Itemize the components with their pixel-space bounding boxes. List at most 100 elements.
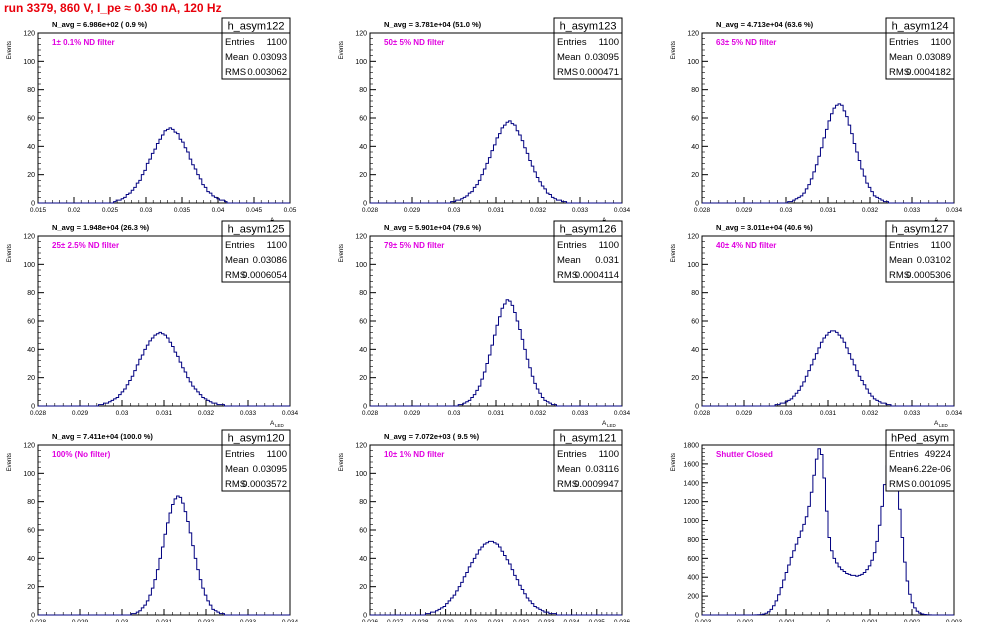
x-tick-label: 0.003 bbox=[946, 619, 963, 622]
n-avg-annotation: N_avg = 1.948e+04 (26.3 %) bbox=[52, 223, 150, 232]
stats-label: RMS bbox=[557, 270, 578, 281]
y-tick-label: 40 bbox=[691, 347, 699, 354]
stats-label: RMS bbox=[557, 479, 578, 490]
filter-annotation: 100% (No filter) bbox=[52, 450, 111, 459]
y-axis-title: Events bbox=[7, 453, 13, 471]
x-tick-label: 0.03 bbox=[140, 207, 153, 214]
x-tick-label: 0.03 bbox=[116, 410, 129, 417]
n-avg-annotation: N_avg = 7.072e+03 ( 9.5 %) bbox=[384, 432, 480, 441]
stats-label: Mean bbox=[225, 255, 249, 266]
x-axis-title-subscript: LED bbox=[275, 423, 285, 428]
filter-annotation: 40± 4% ND filter bbox=[716, 241, 776, 250]
y-tick-label: 80 bbox=[27, 499, 35, 506]
y-tick-label: 100 bbox=[23, 471, 35, 478]
y-tick-label: 120 bbox=[355, 31, 367, 38]
stats-box bbox=[885, 235, 955, 283]
x-tick-label: 0.03 bbox=[448, 207, 461, 214]
x-tick-label: 0.032 bbox=[530, 410, 547, 417]
stats-label: Entries bbox=[557, 37, 587, 48]
n-avg-annotation: N_avg = 5.901e+04 (79.6 %) bbox=[384, 223, 482, 232]
x-tick-label: 0.03 bbox=[448, 410, 461, 417]
histogram-panel-h_asym122: 0 20 40 60 80 100 120 0.015 0.02 0.025 0.03 0.035 0.… bbox=[7, 17, 297, 225]
y-tick-label: 40 bbox=[359, 347, 367, 354]
stats-box bbox=[221, 444, 291, 492]
y-axis-title: Events bbox=[339, 244, 345, 262]
y-axis-title: Events bbox=[7, 244, 13, 262]
y-tick-label: 1000 bbox=[683, 518, 699, 525]
x-tick-label: 0.033 bbox=[240, 619, 257, 622]
x-tick-label: 0.033 bbox=[904, 207, 921, 214]
y-tick-label: 40 bbox=[27, 144, 35, 151]
stats-value: 0.0006054 bbox=[242, 270, 287, 281]
y-tick-label: 40 bbox=[359, 144, 367, 151]
page-title: run 3379, 860 V, I_pe ≈ 0.30 nA, 120 Hz bbox=[4, 1, 222, 15]
y-tick-label: 80 bbox=[359, 87, 367, 94]
x-tick-label: 0.029 bbox=[72, 410, 89, 417]
histogram-name: h_asym123 bbox=[560, 21, 617, 33]
x-tick-label: 0.031 bbox=[156, 619, 173, 622]
stats-box bbox=[553, 444, 623, 492]
histogram-line bbox=[370, 299, 622, 407]
y-tick-label: 100 bbox=[687, 262, 699, 269]
y-tick-label: 100 bbox=[355, 262, 367, 269]
histogram-line bbox=[38, 127, 290, 204]
y-tick-label: 40 bbox=[691, 144, 699, 151]
stats-label: Mean bbox=[889, 52, 913, 63]
histogram-name: h_asym122 bbox=[228, 21, 285, 33]
histogram-line bbox=[38, 495, 290, 616]
x-tick-label: 0 bbox=[826, 619, 830, 622]
y-tick-label: 0 bbox=[363, 404, 367, 411]
y-axis-title: Events bbox=[339, 453, 345, 471]
stats-label: Entries bbox=[889, 37, 919, 48]
stats-label: RMS bbox=[225, 67, 246, 78]
histogram-name: hPed_asym bbox=[891, 433, 949, 445]
x-tick-label: 0.026 bbox=[362, 619, 379, 622]
x-tick-label: 0.029 bbox=[72, 619, 89, 622]
x-axis-title: A bbox=[270, 420, 275, 427]
stats-label: Mean bbox=[889, 255, 913, 266]
y-tick-label: 80 bbox=[27, 87, 35, 94]
y-axis-title: Events bbox=[339, 41, 345, 59]
x-tick-label: 0.032 bbox=[198, 619, 215, 622]
stats-label: RMS bbox=[225, 270, 246, 281]
stats-value: 1100 bbox=[931, 37, 951, 48]
x-tick-label: 0.029 bbox=[437, 619, 454, 622]
x-tick-label: 0.028 bbox=[30, 410, 47, 417]
stats-label: Entries bbox=[225, 37, 255, 48]
x-tick-label: 0.032 bbox=[862, 410, 879, 417]
x-tick-label: 0.028 bbox=[30, 619, 47, 622]
x-tick-label: 0.034 bbox=[946, 410, 963, 417]
stats-label: Entries bbox=[225, 449, 255, 460]
x-tick-label: 0.04 bbox=[212, 207, 225, 214]
y-tick-label: 120 bbox=[355, 443, 367, 450]
x-tick-label: 0.031 bbox=[488, 207, 505, 214]
x-tick-label: 0.03 bbox=[780, 207, 793, 214]
y-tick-label: 0 bbox=[31, 613, 35, 620]
histogram-name: h_asym125 bbox=[228, 224, 285, 236]
y-tick-label: 0 bbox=[363, 613, 367, 620]
stats-label: Mean bbox=[225, 52, 249, 63]
y-tick-label: 120 bbox=[355, 234, 367, 241]
stats-value: 0.03095 bbox=[253, 464, 287, 475]
y-tick-label: 120 bbox=[23, 443, 35, 450]
y-tick-label: 20 bbox=[27, 584, 35, 591]
x-axis-title: A bbox=[934, 420, 939, 427]
stats-label: Entries bbox=[557, 240, 587, 251]
histogram-line bbox=[702, 330, 954, 407]
histogram-panel-hPed_asym: 0 200 400 600 800 1000 1200 1400 1600 1800 -0.003 -… bbox=[671, 429, 963, 622]
n-avg-annotation: N_avg = 3.781e+04 (51.0 %) bbox=[384, 20, 482, 29]
stats-value: 1100 bbox=[931, 240, 951, 251]
stats-value: 0.03102 bbox=[917, 255, 951, 266]
x-tick-label: 0.036 bbox=[614, 619, 631, 622]
x-tick-label: 0.033 bbox=[572, 410, 589, 417]
x-tick-label: 0.034 bbox=[563, 619, 580, 622]
n-avg-annotation: N_avg = 6.986e+02 ( 0.9 %) bbox=[52, 20, 148, 29]
x-tick-label: 0.031 bbox=[488, 410, 505, 417]
x-tick-label: 0.028 bbox=[694, 410, 711, 417]
stats-box bbox=[553, 32, 623, 80]
filter-annotation: 1± 0.1% ND filter bbox=[52, 38, 115, 47]
y-tick-label: 40 bbox=[27, 556, 35, 563]
y-tick-label: 20 bbox=[359, 584, 367, 591]
y-tick-label: 60 bbox=[691, 116, 699, 123]
